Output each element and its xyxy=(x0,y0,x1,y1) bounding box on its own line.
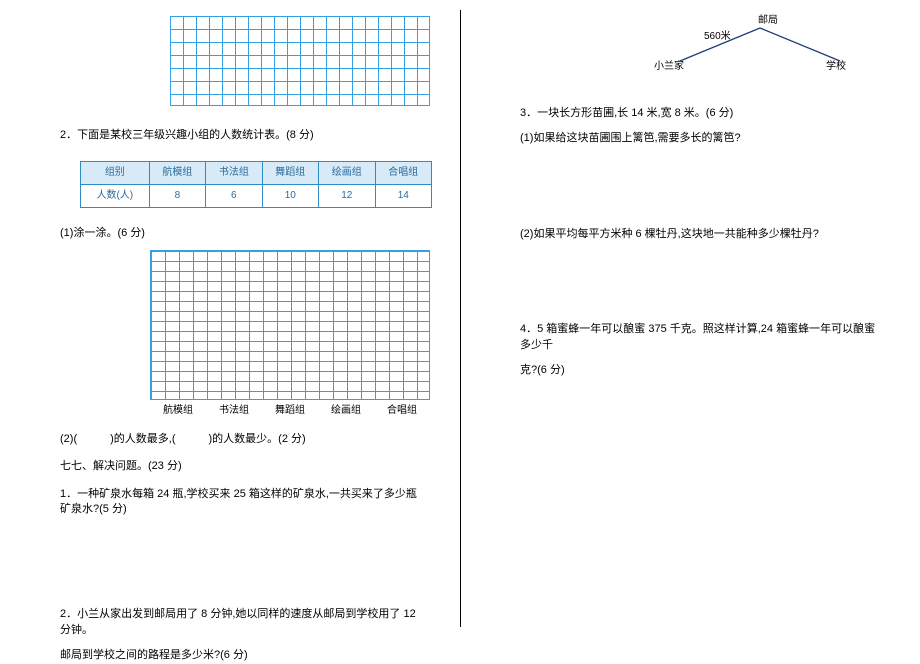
th-shufa: 书法组 xyxy=(206,162,262,185)
td-v4: 12 xyxy=(319,185,375,208)
map-distance: 560米 xyxy=(704,30,731,44)
axis-lbl-3: 舞蹈组 xyxy=(275,404,305,418)
solid-grid xyxy=(150,250,430,400)
map-post-office: 邮局 xyxy=(758,14,778,28)
axis-lbl-5: 合唱组 xyxy=(387,404,417,418)
td-v3: 10 xyxy=(262,185,318,208)
th-hangmo: 航模组 xyxy=(149,162,205,185)
q2-intro: 2．下面是某校三年级兴趣小组的人数统计表。(8 分) xyxy=(60,128,420,143)
th-group: 组别 xyxy=(81,162,150,185)
th-hechang: 合唱组 xyxy=(375,162,432,185)
dashed-grid xyxy=(170,16,430,106)
chart-wrap: 航模组 书法组 舞蹈组 绘画组 合唱组 xyxy=(150,250,420,418)
axis-lbl-2: 书法组 xyxy=(219,404,249,418)
q3-sub2: (2)如果平均每平方米种 6 棵牡丹,这块地一共能种多少棵牡丹? xyxy=(520,227,880,242)
axis-lbl-4: 绘画组 xyxy=(331,404,361,418)
q7-1: 1．一种矿泉水每箱 24 瓶,学校买来 25 箱这样的矿泉水,一共买来了多少瓶矿… xyxy=(60,487,420,518)
q4b: 克?(6 分) xyxy=(520,363,880,378)
q3-sub1: (1)如果给这块苗圃围上篱笆,需要多长的篱笆? xyxy=(520,131,880,146)
table-header-row: 组别 航模组 书法组 舞蹈组 绘画组 合唱组 xyxy=(81,162,432,185)
left-column: 2．下面是某校三年级兴趣小组的人数统计表。(8 分) 组别 航模组 书法组 舞蹈… xyxy=(0,0,460,637)
q4a: 4．5 箱蜜蜂一年可以酿蜜 375 千克。照这样计算,24 箱蜜蜂一年可以酿蜜多… xyxy=(520,322,880,353)
q7-2b: 邮局到学校之间的路程是多少米?(6 分) xyxy=(60,648,420,663)
right-column: 560米 邮局 小兰家 学校 3．一块长方形苗圃,长 14 米,宽 8 米。(6… xyxy=(460,0,920,637)
axis-labels: 航模组 书法组 舞蹈组 绘画组 合唱组 xyxy=(150,404,430,418)
table-data-row: 人数(人) 8 6 10 12 14 xyxy=(81,185,432,208)
part7-title: 七七、解决问题。(23 分) xyxy=(60,459,420,474)
route-diagram: 560米 邮局 小兰家 学校 xyxy=(650,16,850,76)
q7-2a: 2．小兰从家出发到邮局用了 8 分钟,她以同样的速度从邮局到学校用了 12 分钟… xyxy=(60,607,420,638)
td-v1: 8 xyxy=(149,185,205,208)
map-home: 小兰家 xyxy=(654,60,684,74)
th-wudao: 舞蹈组 xyxy=(262,162,318,185)
map-school: 学校 xyxy=(826,60,846,74)
q2-sub2: (2)( )的人数最多,( )的人数最少。(2 分) xyxy=(60,432,420,447)
q2-sub1: (1)涂一涂。(6 分) xyxy=(60,226,420,241)
th-huihua: 绘画组 xyxy=(319,162,375,185)
axis-lbl-1: 航模组 xyxy=(163,404,193,418)
td-v2: 6 xyxy=(206,185,262,208)
q3-intro: 3．一块长方形苗圃,长 14 米,宽 8 米。(6 分) xyxy=(520,106,880,121)
td-v5: 14 xyxy=(375,185,432,208)
stats-table: 组别 航模组 书法组 舞蹈组 绘画组 合唱组 人数(人) 8 6 10 12 1… xyxy=(80,161,432,208)
td-label: 人数(人) xyxy=(81,185,150,208)
